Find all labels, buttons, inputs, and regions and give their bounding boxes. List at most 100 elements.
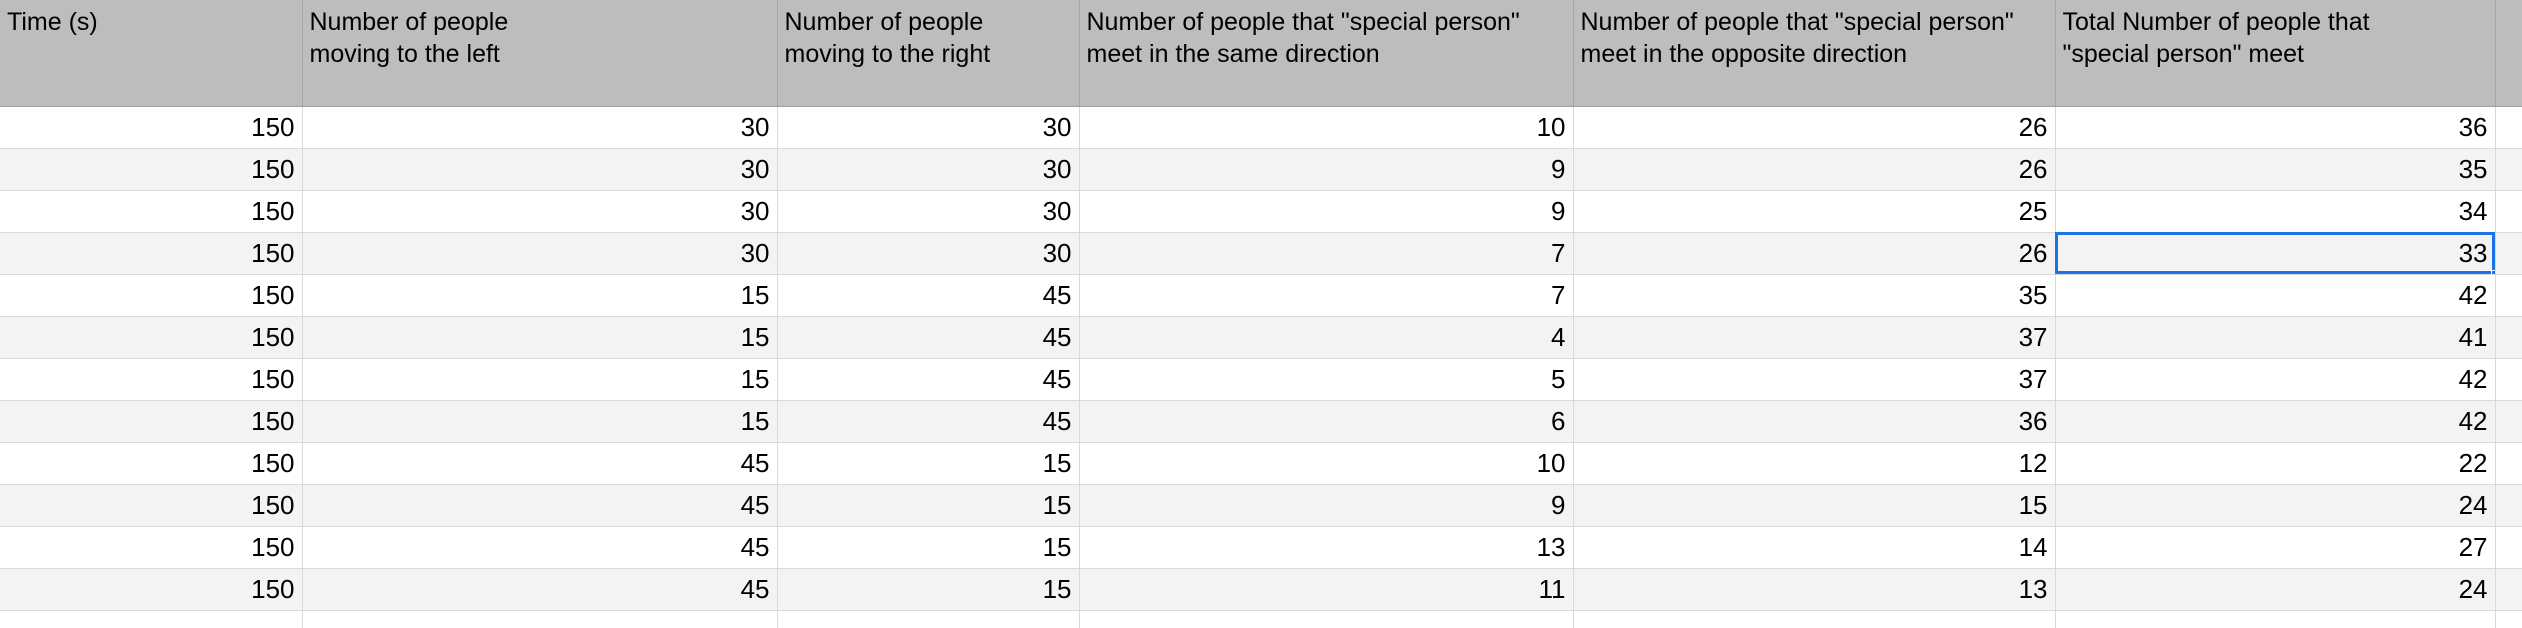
cell-meet-opposite[interactable]: 13 [1573,568,2056,611]
cell-people-left[interactable]: 45 [302,526,778,569]
cell-time[interactable]: 150 [0,484,303,527]
cell-empty[interactable] [2495,358,2522,401]
cell-meet-same[interactable]: 9 [1079,484,1574,527]
cell-people-left[interactable]: 30 [302,232,778,275]
cell-total-meet[interactable]: 42 [2055,400,2496,443]
cell-people-right[interactable]: 30 [777,148,1080,191]
cell-time[interactable]: 150 [0,358,303,401]
cell-people-left[interactable]: 30 [302,190,778,233]
cell-time[interactable]: 150 [0,148,303,191]
cell-meet-opposite[interactable]: 14 [1573,526,2056,569]
cell-empty[interactable] [2495,484,2522,527]
header-people-left[interactable]: Number of people moving to the left [302,0,778,107]
cell-total-meet[interactable]: 34 [2055,190,2496,233]
cell-empty[interactable] [777,610,1080,628]
cell-meet-same[interactable]: 6 [1079,400,1574,443]
cell-people-right[interactable]: 45 [777,358,1080,401]
cell-meet-opposite[interactable]: 26 [1573,232,2056,275]
cell-empty[interactable] [2495,526,2522,569]
fill-handle[interactable] [2490,269,2494,273]
cell-meet-opposite[interactable]: 35 [1573,274,2056,317]
cell-total-meet[interactable]: 35 [2055,148,2496,191]
cell-meet-opposite[interactable]: 26 [1573,148,2056,191]
cell-empty[interactable] [2495,190,2522,233]
cell-total-meet[interactable]: 27 [2055,526,2496,569]
cell-time[interactable]: 150 [0,400,303,443]
cell-meet-same[interactable]: 9 [1079,190,1574,233]
cell-people-right[interactable]: 45 [777,316,1080,359]
cell-total-meet[interactable]: 22 [2055,442,2496,485]
cell-meet-opposite[interactable]: 37 [1573,358,2056,401]
header-total-meet[interactable]: Total Number of people that "special per… [2055,0,2496,107]
cell-meet-opposite[interactable]: 12 [1573,442,2056,485]
cell-meet-same[interactable]: 7 [1079,274,1574,317]
cell-people-left[interactable]: 45 [302,442,778,485]
cell-total-meet[interactable]: 42 [2055,274,2496,317]
cell-empty[interactable] [2495,568,2522,611]
cell-empty[interactable] [2495,148,2522,191]
cell-total-meet[interactable]: 36 [2055,106,2496,149]
cell-people-right[interactable]: 15 [777,568,1080,611]
cell-meet-same[interactable]: 5 [1079,358,1574,401]
cell-meet-same[interactable]: 13 [1079,526,1574,569]
cell-empty[interactable] [1079,610,1574,628]
cell-people-left[interactable]: 30 [302,106,778,149]
cell-empty[interactable] [1573,610,2056,628]
cell-time[interactable]: 150 [0,232,303,275]
cell-meet-same[interactable]: 10 [1079,106,1574,149]
cell-people-left[interactable]: 30 [302,148,778,191]
cell-meet-same[interactable]: 9 [1079,148,1574,191]
cell-meet-opposite[interactable]: 15 [1573,484,2056,527]
cell-people-left[interactable]: 15 [302,358,778,401]
cell-meet-same[interactable]: 10 [1079,442,1574,485]
cell-people-right[interactable]: 15 [777,484,1080,527]
cell-empty[interactable] [2495,232,2522,275]
header-meet-same-direction[interactable]: Number of people that "special person" m… [1079,0,1574,107]
cell-empty[interactable] [2055,610,2496,628]
cell-people-left[interactable]: 15 [302,316,778,359]
cell-meet-opposite[interactable]: 26 [1573,106,2056,149]
cell-people-left[interactable]: 45 [302,568,778,611]
cell-meet-opposite[interactable]: 37 [1573,316,2056,359]
cell-meet-same[interactable]: 4 [1079,316,1574,359]
cell-time[interactable]: 150 [0,568,303,611]
cell-total-meet[interactable]: 24 [2055,568,2496,611]
cell-people-left[interactable]: 15 [302,274,778,317]
header-people-right[interactable]: Number of people moving to the right [777,0,1080,107]
cell-meet-opposite[interactable]: 36 [1573,400,2056,443]
cell-people-right[interactable]: 45 [777,400,1080,443]
cell-empty[interactable] [2495,442,2522,485]
cell-people-left[interactable]: 45 [302,484,778,527]
cell-meet-same[interactable]: 7 [1079,232,1574,275]
cell-empty[interactable] [2495,274,2522,317]
cell-empty[interactable] [0,610,303,628]
cell-total-meet[interactable]: 33 [2055,232,2496,275]
cell-people-left[interactable]: 15 [302,400,778,443]
cell-total-meet[interactable]: 42 [2055,358,2496,401]
cell-people-right[interactable]: 30 [777,232,1080,275]
cell-time[interactable]: 150 [0,106,303,149]
cell-time[interactable]: 150 [0,526,303,569]
cell-time[interactable]: 150 [0,316,303,359]
cell-empty[interactable] [302,610,778,628]
cell-empty[interactable] [2495,610,2522,628]
cell-empty[interactable] [2495,400,2522,443]
cell-people-right[interactable]: 15 [777,442,1080,485]
cell-empty[interactable] [2495,316,2522,359]
cell-time[interactable]: 150 [0,442,303,485]
cell-people-right[interactable]: 15 [777,526,1080,569]
header-meet-opposite-direction[interactable]: Number of people that "special person" m… [1573,0,2056,107]
cell-total-meet[interactable]: 24 [2055,484,2496,527]
header-time[interactable]: Time (s) [0,0,303,107]
cell-people-right[interactable]: 30 [777,190,1080,233]
cell-meet-opposite[interactable]: 25 [1573,190,2056,233]
cell-time[interactable]: 150 [0,190,303,233]
cell-people-right[interactable]: 30 [777,106,1080,149]
cell-total-meet[interactable]: 41 [2055,316,2496,359]
cell-empty[interactable] [2495,106,2522,149]
cell-meet-same[interactable]: 11 [1079,568,1574,611]
cell-time[interactable]: 150 [0,274,303,317]
header-empty[interactable] [2495,0,2522,107]
cell-people-right[interactable]: 45 [777,274,1080,317]
